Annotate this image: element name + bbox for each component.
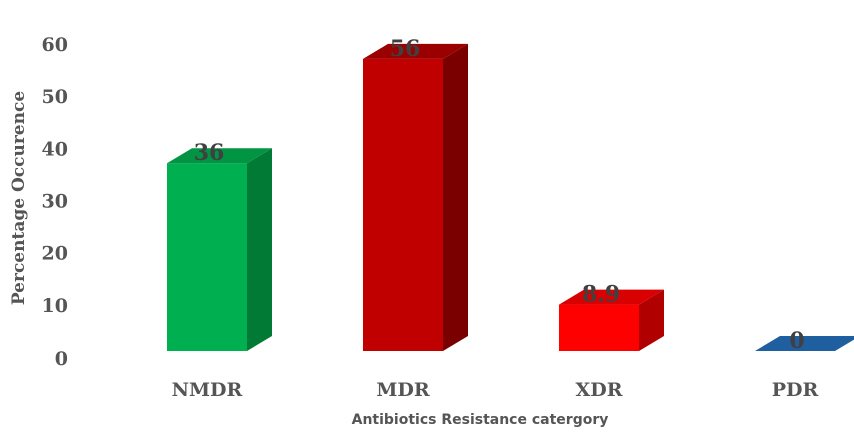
bar-top (167, 148, 272, 164)
bar (363, 43, 468, 351)
y-tick-label: 0 (55, 348, 68, 370)
bar-side (639, 289, 664, 351)
bar (167, 148, 272, 351)
y-tick-label: 30 (42, 191, 68, 213)
y-tick-label: 40 (42, 138, 68, 160)
bar-top (755, 336, 854, 351)
y-tick-label: 10 (42, 295, 68, 317)
data-label: 56 (390, 36, 421, 62)
bar (755, 336, 854, 351)
y-tick-label: 50 (42, 86, 68, 108)
x-axis-label: Antibiotics Resistance catergory (352, 412, 609, 428)
bar (559, 289, 664, 351)
bar-side (247, 148, 272, 351)
y-axis-label: Percentage Occurence (9, 91, 29, 305)
data-label: 36 (194, 140, 225, 166)
data-label: 0 (789, 328, 804, 354)
bar-front (167, 163, 247, 351)
y-axis-ticks: 0 10 20 30 40 50 60 (42, 34, 68, 370)
x-axis-categories: NMDR MDR XDR PDR (172, 379, 819, 401)
category-label: XDR (575, 379, 622, 401)
y-tick-label: 60 (42, 34, 68, 56)
bar-top (363, 43, 468, 59)
category-label: PDR (772, 379, 819, 401)
bar-front (559, 304, 639, 351)
bar-side (443, 43, 468, 351)
y-tick-label: 20 (42, 243, 68, 265)
bar-front (363, 58, 443, 351)
category-label: NMDR (172, 379, 243, 401)
bar-top (559, 289, 664, 305)
data-labels: 36 56 8.9 0 (194, 36, 805, 354)
category-label: MDR (376, 379, 430, 401)
bars (167, 43, 854, 351)
data-label: 8.9 (582, 282, 620, 308)
